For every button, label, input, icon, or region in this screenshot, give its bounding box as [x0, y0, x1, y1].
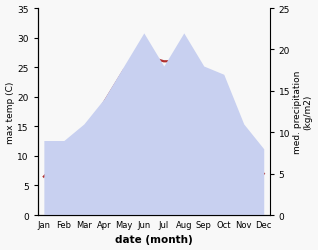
Y-axis label: max temp (C): max temp (C) [5, 81, 15, 143]
X-axis label: date (month): date (month) [115, 234, 193, 244]
Y-axis label: med. precipitation
(kg/m2): med. precipitation (kg/m2) [293, 70, 313, 154]
